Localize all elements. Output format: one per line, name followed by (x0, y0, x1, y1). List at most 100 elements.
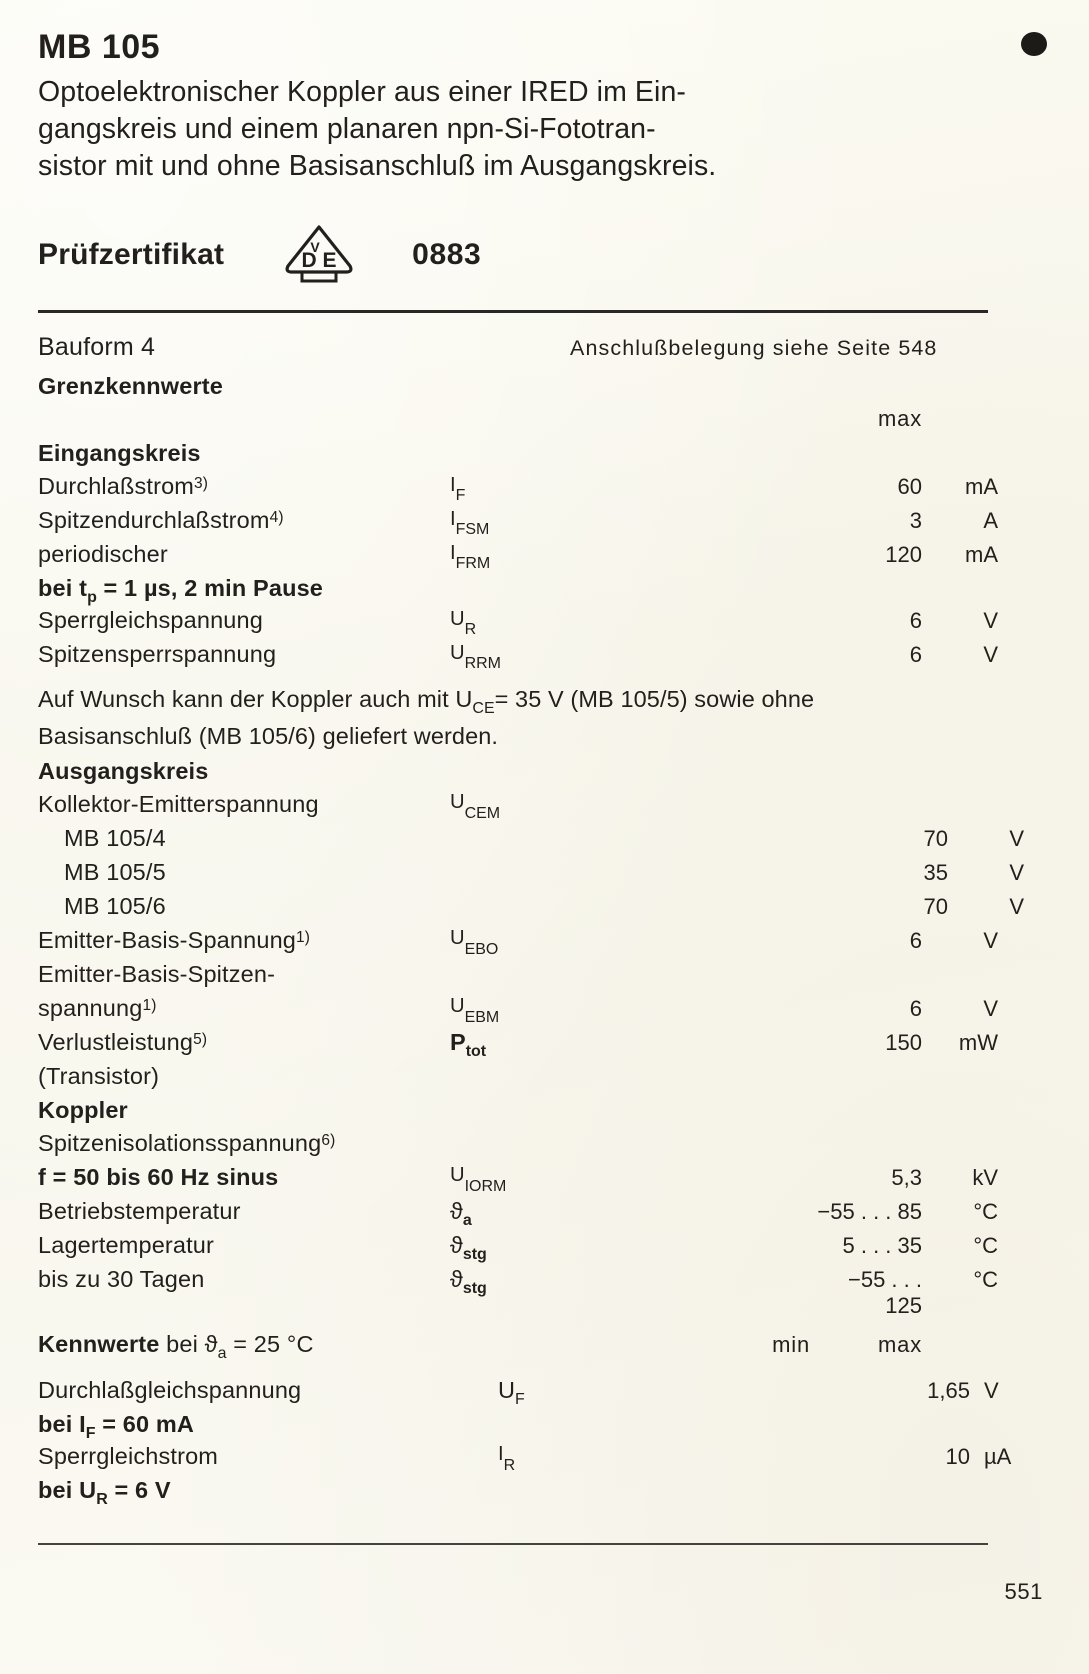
certificate-label: Prüfzertifikat (38, 238, 225, 272)
row-symbol: URRM (450, 641, 501, 672)
isolation-label-row: Spitzenisolationsspannung6) (38, 1130, 1051, 1164)
table-row: periodischer IFRM 120 mA (38, 541, 1051, 575)
row-symbol: IFSM (450, 507, 490, 538)
vde-logo-icon: D E V (285, 225, 353, 283)
bauform-label: Bauform 4 (38, 333, 156, 362)
section-grenzkennwerte: Grenzkennwerte (38, 373, 1051, 406)
table-row: bis zu 30 Tagen ϑstg −55 . . . 125 °C (38, 1266, 1051, 1319)
row-label: Emitter-Basis-Spannung1) (38, 927, 311, 954)
kennwerte-title: Kennwerte bei ϑa = 25 °C (38, 1331, 314, 1362)
row-value: 70 (923, 894, 948, 920)
row-label: Verlustleistung5) (38, 1029, 208, 1056)
row-label: Sperrgleichstrom (38, 1443, 219, 1470)
row-unit: °C (973, 1199, 998, 1225)
row-unit: V (1009, 860, 1024, 886)
row-label: Kollektor-Emitterspannung (38, 791, 319, 818)
row-symbol: IF (450, 473, 466, 504)
page-title: MB 105 (38, 28, 161, 66)
row-symbol: ϑstg (450, 1266, 487, 1297)
row-label: (Transistor) (38, 1063, 160, 1090)
ausgangskreis-label: Ausgangskreis (38, 758, 209, 785)
row-unit: µA (984, 1444, 1012, 1470)
table-row: Durchlaßgleichspannung UF 1,65 V (38, 1377, 1051, 1411)
description-line-3: sistor mit und ohne Basisanschluß im Aus… (38, 149, 717, 182)
table-row: Emitter-Basis-Spitzen- (38, 961, 1051, 995)
row-label: Durchlaßgleichspannung (38, 1377, 302, 1404)
table-row: Spitzensperrspannung URRM 6 V (38, 641, 1051, 675)
row-unit: V (983, 642, 998, 668)
table-row: Betriebstemperatur ϑa −55 . . . 85 °C (38, 1198, 1051, 1232)
row-value: 5,3 (891, 1165, 922, 1191)
header-divider (38, 310, 988, 314)
table-row: MB 105/4 70 V (38, 825, 1051, 859)
pulse-condition-note: bei tp = 1 µs, 2 min Pause (38, 575, 324, 606)
certificate-number: 0883 (412, 238, 482, 272)
section-ausgangskreis: Ausgangskreis (38, 758, 1051, 791)
row-symbol: IFRM (450, 541, 491, 572)
row-symbol: UIORM (450, 1164, 507, 1195)
table-row: Spitzendurchlaßstrom4) IFSM 3 A (38, 507, 1051, 541)
row-unit: A (983, 508, 998, 534)
kennwerte-header-row: Kennwerte bei ϑa = 25 °C min max (38, 1319, 1051, 1377)
row-unit: V (1009, 894, 1024, 920)
row-label: MB 105/6 (64, 893, 166, 920)
table-row: MB 105/6 70 V (38, 893, 1051, 927)
row-unit: mW (958, 1030, 998, 1056)
row-label: Emitter-Basis-Spitzen- (38, 961, 276, 988)
section-koppler: Koppler (38, 1097, 1051, 1130)
row-value: 6 (909, 996, 922, 1022)
registration-dot-icon (1021, 32, 1047, 56)
row-label: bis zu 30 Tagen (38, 1266, 205, 1293)
row-value: 6 (909, 642, 922, 668)
row-label: Lagertemperatur (38, 1232, 214, 1259)
row-unit: V (983, 928, 998, 954)
row-value: 10 (945, 1444, 970, 1470)
row-label: Sperrgleichspannung (38, 607, 263, 634)
bauform-row: Bauform 4 Anschlußbelegung siehe Seite 5… (38, 333, 1051, 373)
row-label: spannung1) (38, 995, 157, 1022)
row-value: −55 . . . 125 (848, 1267, 922, 1319)
max-header-row: max (38, 406, 1051, 440)
row-symbol: IR (498, 1443, 516, 1474)
certificate-row: Prüfzertifikat D E V 0883 (38, 225, 1089, 284)
row-unit: V (1009, 826, 1024, 852)
row-symbol: UCEM (450, 791, 501, 822)
table-row: Lagertemperatur ϑstg 5 . . . 35 °C (38, 1232, 1051, 1266)
row-label: Durchlaßstrom3) (38, 473, 209, 500)
row-unit: °C (973, 1233, 998, 1259)
row-unit: V (983, 996, 998, 1022)
column-header-max: max (878, 406, 922, 432)
row-value: 60 (897, 474, 922, 500)
row-unit: mA (965, 474, 998, 500)
page-number: 551 (1004, 1578, 1043, 1604)
condition-note-ur: bei UR = 6 V (38, 1477, 171, 1508)
row-label: periodischer (38, 541, 168, 568)
row-unit: °C (973, 1267, 998, 1293)
row-symbol: ϑa (450, 1198, 472, 1229)
product-description: Optoelektronischer Koppler aus einer IRE… (38, 74, 988, 184)
description-line-1: Optoelektronischer Koppler aus einer IRE… (38, 76, 687, 108)
table-row: Sperrgleichspannung UR 6 V (38, 607, 1051, 641)
row-value: 6 (909, 608, 922, 634)
row-symbol: Ptot (450, 1029, 487, 1060)
column-header-max-2: max (878, 1332, 922, 1358)
table-row: f = 50 bis 60 Hz sinus UIORM 5,3 kV (38, 1164, 1051, 1198)
row-value: 120 (885, 542, 922, 568)
table-row: MB 105/5 35 V (38, 859, 1051, 893)
section-eingangskreis: Eingangskreis (38, 440, 1051, 473)
eingangskreis-label: Eingangskreis (38, 440, 201, 467)
table-row: Durchlaßstrom3) IF 60 mA (38, 473, 1051, 507)
option-paragraph: Auf Wunsch kann der Koppler auch mit UCE… (38, 681, 990, 754)
row-label: f = 50 bis 60 Hz sinus (38, 1164, 279, 1191)
page-header: MB 105 Optoelektronischer Koppler aus ei… (0, 0, 1089, 184)
anschlussbelegung-note: Anschlußbelegung siehe Seite 548 (570, 336, 938, 361)
row-value: 5 . . . 35 (842, 1233, 923, 1259)
table-row: (Transistor) (38, 1063, 1051, 1097)
row-symbol: ϑstg (450, 1232, 487, 1263)
svg-text:D E: D E (302, 249, 337, 272)
row-label: Spitzensperrspannung (38, 641, 277, 668)
specifications-table: Bauform 4 Anschlußbelegung siehe Seite 5… (0, 333, 1089, 1509)
row-unit: V (984, 1378, 999, 1404)
row-label: Betriebstemperatur (38, 1198, 241, 1225)
row-symbol: UF (498, 1377, 525, 1408)
